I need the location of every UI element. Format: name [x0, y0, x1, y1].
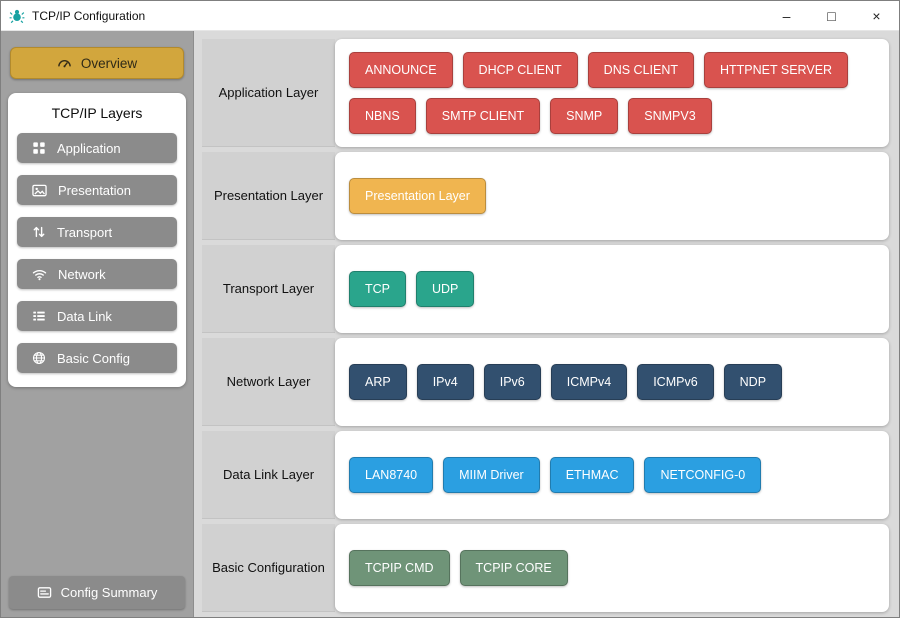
row-transport-layer: Transport Layer TCP UDP — [202, 245, 889, 333]
sidebar-item-transport[interactable]: Transport — [17, 217, 177, 247]
sidebar-item-presentation[interactable]: Presentation — [17, 175, 177, 205]
row-label: Application Layer — [202, 39, 335, 147]
app-body: Overview TCP/IP Layers Application Prese… — [1, 31, 899, 617]
row-panel: Presentation Layer — [335, 152, 889, 240]
module-button-announce[interactable]: ANNOUNCE — [349, 52, 453, 88]
module-button-dhcp-client[interactable]: DHCP CLIENT — [462, 52, 578, 88]
config-summary-label: Config Summary — [60, 585, 158, 600]
module-button-lan8740[interactable]: LAN8740 — [349, 457, 434, 493]
row-basic-configuration: Basic Configuration TCPIP CMD TCPIP CORE — [202, 524, 889, 612]
maximize-button[interactable]: □ — [827, 7, 836, 24]
row-panel: TCP UDP — [335, 245, 889, 333]
module-button-netconfig-0[interactable]: NETCONFIG-0 — [644, 457, 762, 493]
list-icon — [32, 309, 46, 323]
config-summary-button[interactable]: Config Summary — [9, 576, 185, 609]
close-button[interactable]: × — [872, 7, 881, 24]
module-button-tcpip-core[interactable]: TCPIP CORE — [459, 550, 568, 586]
module-button-presentation-layer[interactable]: Presentation Layer — [349, 178, 486, 214]
layers-panel: TCP/IP Layers Application Presentation T… — [8, 93, 186, 387]
minimize-button[interactable]: – — [782, 7, 791, 24]
module-button-snmpv3[interactable]: SNMPV3 — [628, 98, 712, 134]
sidebar-item-label: Network — [58, 266, 106, 282]
module-button-smtp-client[interactable]: SMTP CLIENT — [425, 98, 541, 134]
sidebar-item-network[interactable]: Network — [17, 259, 177, 289]
module-button-ipv4[interactable]: IPv4 — [416, 364, 474, 400]
module-button-httpnet-server[interactable]: HTTPNET SERVER — [704, 52, 849, 88]
module-button-icmpv4[interactable]: ICMPv4 — [550, 364, 628, 400]
module-button-tcp[interactable]: TCP — [349, 271, 406, 307]
module-button-dns-client[interactable]: DNS CLIENT — [587, 52, 694, 88]
grid-icon — [32, 141, 46, 155]
module-button-arp[interactable]: ARP — [349, 364, 407, 400]
layers-list: Application Presentation Transport Netwo… — [17, 133, 177, 373]
sidebar: Overview TCP/IP Layers Application Prese… — [1, 31, 194, 617]
overview-label: Overview — [80, 55, 138, 71]
sidebar-spacer — [8, 387, 186, 576]
row-panel: TCPIP CMD TCPIP CORE — [335, 524, 889, 612]
sidebar-item-data-link[interactable]: Data Link — [17, 301, 177, 331]
window-title: TCP/IP Configuration — [32, 8, 146, 23]
row-label: Basic Configuration — [202, 524, 335, 612]
module-button-udp[interactable]: UDP — [416, 271, 475, 307]
sort-icon — [32, 225, 46, 239]
row-label: Presentation Layer — [202, 152, 335, 240]
sidebar-item-label: Presentation — [58, 182, 131, 198]
row-presentation-layer: Presentation Layer Presentation Layer — [202, 152, 889, 240]
window-controls: – □ × — [764, 1, 899, 30]
sidebar-item-label: Transport — [57, 224, 113, 240]
sidebar-item-basic-config[interactable]: Basic Config — [17, 343, 177, 373]
row-label: Transport Layer — [202, 245, 335, 333]
module-button-tcpip-cmd[interactable]: TCPIP CMD — [349, 550, 450, 586]
row-application-layer: Application Layer ANNOUNCE DHCP CLIENT DNS… — [202, 39, 889, 147]
module-button-nbns[interactable]: NBNS — [349, 98, 416, 134]
titlebar: TCP/IP Configuration – □ × — [1, 1, 899, 31]
globe-icon — [32, 351, 46, 365]
module-button-ndp[interactable]: NDP — [723, 364, 783, 400]
row-panel: LAN8740 MIIM Driver ETHMAC NETCONFIG-0 — [335, 431, 889, 519]
module-button-ipv6[interactable]: IPv6 — [483, 364, 541, 400]
image-icon — [32, 183, 47, 198]
module-button-snmp[interactable]: SNMP — [550, 98, 619, 134]
row-data-link-layer: Data Link Layer LAN8740 MIIM Driver ETHMAC… — [202, 431, 889, 519]
wifi-icon — [32, 267, 47, 282]
module-button-ethmac[interactable]: ETHMAC — [549, 457, 635, 493]
sidebar-item-label: Data Link — [57, 308, 112, 324]
row-network-layer: Network Layer ARP IPv4 IPv6 ICMPv4 ICMPv6 NDP — [202, 338, 889, 426]
module-button-miim-driver[interactable]: MIIM Driver — [443, 457, 540, 493]
layers-title: TCP/IP Layers — [51, 105, 143, 121]
module-button-icmpv6[interactable]: ICMPv6 — [637, 364, 714, 400]
overview-button[interactable]: Overview — [10, 47, 184, 79]
row-panel: ARP IPv4 IPv6 ICMPv4 ICMPv6 NDP — [335, 338, 889, 426]
app-icon — [9, 8, 25, 24]
row-label: Network Layer — [202, 338, 335, 426]
card-icon — [37, 585, 52, 600]
row-panel: ANNOUNCE DHCP CLIENT DNS CLIENT HTTPNET SER… — [335, 39, 889, 147]
gauge-icon — [57, 56, 72, 71]
main-content: Application Layer ANNOUNCE DHCP CLIENT DNS… — [194, 31, 899, 617]
sidebar-item-label: Application — [57, 140, 121, 156]
sidebar-item-application[interactable]: Application — [17, 133, 177, 163]
sidebar-item-label: Basic Config — [57, 350, 130, 366]
row-label: Data Link Layer — [202, 431, 335, 519]
